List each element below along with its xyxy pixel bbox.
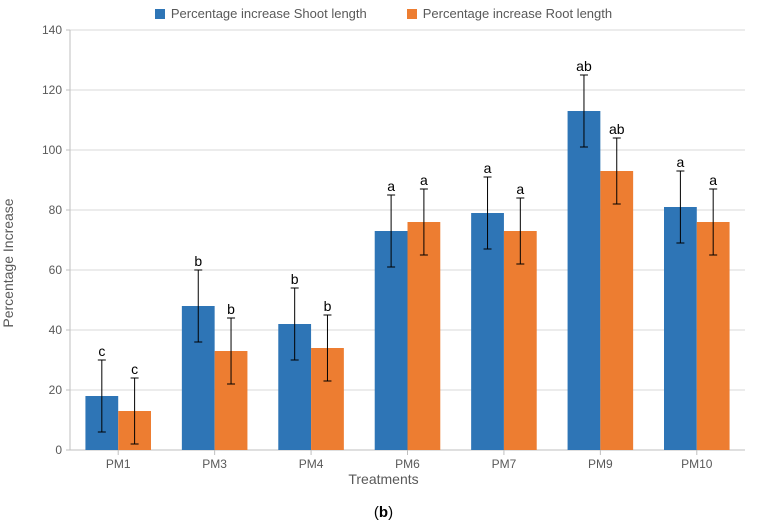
- chart-svg: 0 20 40 60 80 100 120 140 PM1 c c PM3 b b PM4 b b PM6 a a PM…: [0, 0, 767, 475]
- svg-text:b: b: [291, 271, 299, 287]
- svg-text:80: 80: [49, 203, 63, 217]
- caption-letter: b: [379, 504, 388, 521]
- svg-text:PM9: PM9: [588, 457, 613, 471]
- legend-item-shoot: Percentage increase Shoot length: [155, 6, 367, 21]
- x-axis-label: Treatments: [0, 471, 767, 487]
- chart-container: Percentage increase Shoot length Percent…: [0, 0, 767, 525]
- svg-text:a: a: [709, 172, 717, 188]
- svg-text:PM4: PM4: [299, 457, 324, 471]
- svg-text:140: 140: [42, 23, 62, 37]
- svg-text:100: 100: [42, 143, 62, 157]
- svg-text:a: a: [484, 160, 492, 176]
- svg-text:a: a: [676, 154, 684, 170]
- svg-text:PM7: PM7: [492, 457, 517, 471]
- legend-item-root: Percentage increase Root length: [407, 6, 612, 21]
- svg-text:PM1: PM1: [106, 457, 131, 471]
- legend-label-shoot: Percentage increase Shoot length: [171, 6, 367, 21]
- svg-text:0: 0: [55, 443, 62, 457]
- svg-text:b: b: [324, 298, 332, 314]
- legend: Percentage increase Shoot length Percent…: [0, 6, 767, 21]
- svg-text:120: 120: [42, 83, 62, 97]
- svg-text:PM10: PM10: [681, 457, 713, 471]
- legend-swatch-root: [407, 9, 417, 19]
- svg-text:ab: ab: [609, 121, 625, 137]
- svg-text:a: a: [420, 172, 428, 188]
- legend-swatch-shoot: [155, 9, 165, 19]
- svg-text:ab: ab: [576, 58, 592, 74]
- svg-text:a: a: [516, 181, 524, 197]
- svg-text:PM3: PM3: [202, 457, 227, 471]
- svg-text:a: a: [387, 178, 395, 194]
- legend-label-root: Percentage increase Root length: [423, 6, 612, 21]
- svg-text:c: c: [98, 343, 105, 359]
- svg-text:c: c: [131, 361, 138, 377]
- svg-text:20: 20: [49, 383, 63, 397]
- y-axis-label: Percentage Increase: [0, 198, 16, 327]
- svg-text:40: 40: [49, 323, 63, 337]
- caption-label: (b): [0, 504, 767, 521]
- svg-text:60: 60: [49, 263, 63, 277]
- svg-text:b: b: [194, 253, 202, 269]
- svg-text:PM6: PM6: [395, 457, 420, 471]
- svg-text:b: b: [227, 301, 235, 317]
